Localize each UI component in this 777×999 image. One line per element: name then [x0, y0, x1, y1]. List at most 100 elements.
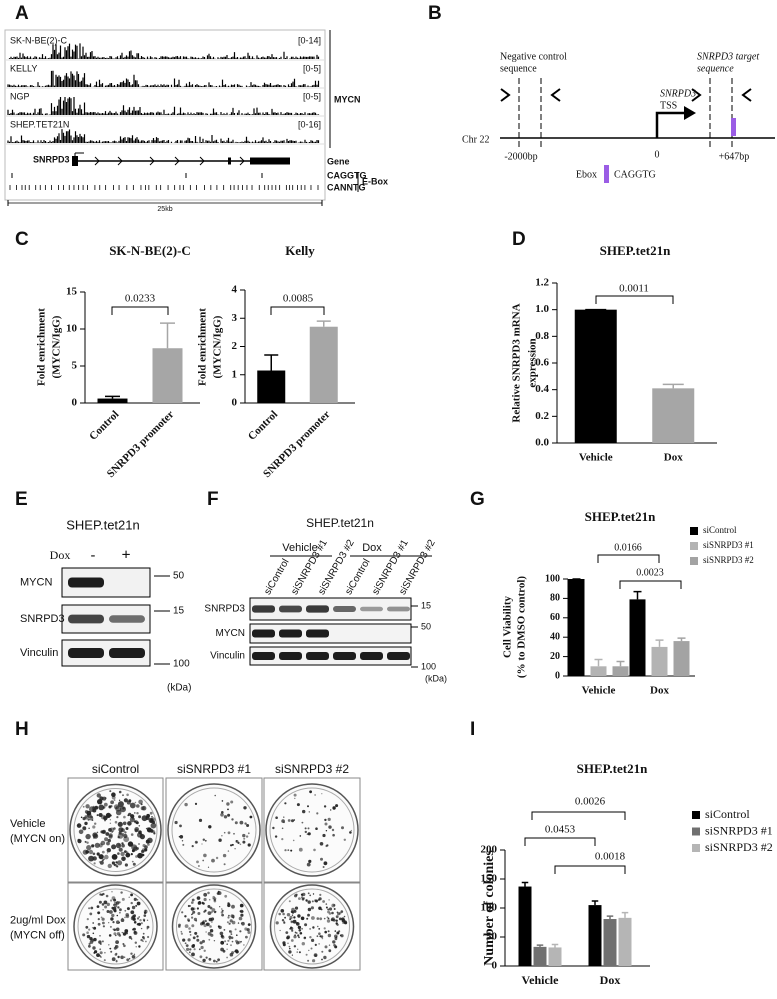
colony	[240, 913, 244, 917]
colony	[110, 917, 114, 921]
colony	[128, 896, 130, 898]
blot-band	[109, 648, 145, 658]
colony	[142, 940, 144, 942]
colony	[180, 930, 183, 933]
colony	[138, 945, 141, 948]
colony	[180, 932, 183, 935]
bar	[651, 646, 668, 676]
colony	[289, 918, 292, 921]
chart-title: Kelly	[285, 243, 315, 258]
colony	[328, 825, 332, 829]
colony	[318, 932, 321, 935]
colony	[283, 816, 285, 818]
colony	[322, 900, 325, 903]
colony	[334, 937, 338, 941]
colony	[336, 923, 339, 926]
colony	[301, 821, 304, 824]
panel-label: A	[15, 3, 29, 24]
colony	[98, 940, 102, 944]
colony	[323, 927, 326, 930]
colony	[332, 833, 335, 837]
colony	[296, 803, 300, 807]
colony	[137, 832, 143, 838]
colony	[208, 938, 211, 941]
colony	[138, 815, 142, 819]
colony	[122, 821, 127, 826]
plate-rim	[274, 888, 350, 965]
bar	[629, 599, 646, 676]
colony	[304, 936, 306, 939]
colony	[333, 943, 336, 947]
colony	[187, 904, 190, 908]
colony	[82, 826, 87, 831]
y-tick-label: 80	[550, 593, 560, 604]
label: 0	[655, 149, 660, 160]
colony	[134, 827, 140, 832]
colony	[312, 926, 315, 929]
colony	[227, 831, 231, 835]
colony	[143, 914, 147, 917]
colony	[102, 909, 104, 911]
primer-arrow	[691, 88, 702, 102]
colony	[229, 930, 231, 932]
marker-label: 15	[421, 600, 431, 610]
y-tick-label: 60	[550, 612, 560, 623]
colony	[87, 818, 90, 821]
colony	[240, 940, 242, 943]
label: Dox	[50, 548, 71, 562]
track-range: [0-14]	[298, 35, 321, 45]
p-value: 0.0011	[619, 283, 649, 295]
bar	[548, 947, 562, 966]
colony	[109, 925, 112, 928]
colony	[196, 938, 200, 942]
colony	[100, 830, 104, 834]
colony	[291, 914, 294, 916]
p-value: 0.0453	[545, 824, 576, 836]
colony	[125, 852, 131, 858]
colony	[119, 908, 122, 912]
colony	[140, 938, 143, 942]
colony	[341, 918, 346, 923]
bar	[574, 309, 617, 443]
colony	[234, 848, 236, 850]
colony	[116, 914, 119, 917]
gene-exon	[250, 157, 290, 165]
track-range: [0-16]	[298, 119, 321, 129]
colony	[219, 906, 221, 908]
tss-arrowhead	[684, 106, 696, 120]
colony	[228, 914, 230, 917]
colony	[115, 861, 118, 864]
colony	[185, 944, 189, 947]
colony	[236, 934, 238, 936]
colony	[215, 856, 219, 860]
colony	[305, 899, 308, 902]
colony	[218, 838, 222, 842]
colony	[317, 925, 319, 928]
colony	[192, 944, 196, 947]
colony	[117, 852, 120, 855]
panel-label: G	[470, 489, 485, 510]
panel-label: H	[15, 719, 29, 740]
marker-label: 50	[173, 571, 185, 582]
colony	[103, 802, 108, 807]
x-tick-label: Vehicle	[579, 452, 613, 464]
colony	[207, 911, 212, 915]
y-tick-label: 200	[481, 844, 498, 856]
error-bar	[521, 881, 529, 887]
blot-band	[279, 605, 302, 613]
colony	[197, 865, 200, 867]
colony	[242, 840, 246, 844]
colony	[302, 897, 305, 900]
error-bar	[621, 911, 629, 918]
significance-bracket	[597, 554, 660, 563]
colony	[141, 853, 145, 857]
colony	[135, 821, 139, 825]
colony	[120, 955, 124, 960]
y-tick-label: 100	[545, 573, 560, 584]
colony	[231, 920, 236, 925]
colony	[109, 827, 115, 833]
colony	[324, 818, 327, 822]
colony	[111, 844, 117, 850]
colony	[279, 929, 281, 932]
colony	[192, 936, 196, 940]
